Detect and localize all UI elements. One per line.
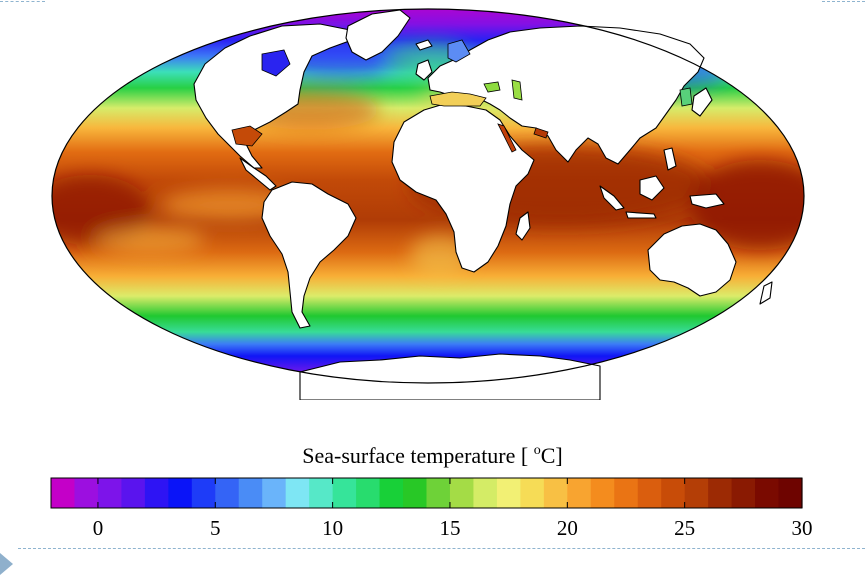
greenland-land	[345, 9, 411, 61]
colorbar-swatch	[403, 478, 428, 508]
globe-outline	[51, 8, 805, 384]
antarctica-land	[299, 353, 601, 400]
iceland-land	[415, 39, 433, 51]
hudson-bay	[261, 49, 291, 77]
colorbar-tick-label: 15	[439, 516, 460, 540]
colorbar-swatch	[520, 478, 545, 508]
colorbar-swatches	[51, 478, 803, 508]
colorbar-swatch	[356, 478, 381, 508]
colorbar-frame	[50, 477, 803, 509]
colorbar-swatch	[543, 478, 568, 508]
slide-border-bottom	[18, 548, 865, 549]
baltic-sea	[447, 39, 471, 63]
colorbar-tick-labels: 0 5 10 15 20 25 30	[93, 516, 813, 540]
colorbar-swatch	[473, 478, 498, 508]
colorbar-swatch	[496, 478, 521, 508]
colorbar-swatch	[637, 478, 662, 508]
colorbar: 0 5 10 15 20 25 30	[50, 477, 813, 540]
persian-gulf	[533, 127, 549, 139]
colorbar-swatch	[708, 478, 733, 508]
eurasia-land	[427, 25, 705, 165]
colorbar-swatch	[309, 478, 334, 508]
colorbar-swatch	[449, 478, 475, 508]
colorbar-ticks	[97, 478, 803, 508]
slide-border-top-right	[822, 1, 865, 2]
south-america-land	[261, 181, 357, 329]
play-arrow-icon[interactable]	[0, 553, 13, 575]
colorbar-swatch	[590, 478, 615, 508]
madagascar-land	[515, 211, 531, 241]
colorbar-swatch	[51, 478, 76, 508]
philippines-land	[663, 147, 677, 171]
black-sea	[483, 81, 501, 93]
colorbar-title: Sea-surface temperature [ oC]	[302, 443, 563, 468]
colorbar-swatch	[285, 478, 310, 508]
colorbar-swatch	[778, 478, 803, 508]
colorbar-swatch	[684, 478, 709, 508]
colorbar-swatch	[215, 478, 240, 508]
africa-land	[391, 103, 535, 273]
colorbar-swatch	[74, 478, 99, 508]
java-land	[625, 211, 657, 219]
borneo-land	[639, 175, 665, 201]
colorbar-swatch	[97, 478, 123, 508]
colorbar-swatch	[379, 478, 404, 508]
colorbar-swatch	[262, 478, 287, 508]
gulf-of-mexico	[231, 125, 263, 147]
new-zealand-land	[759, 281, 773, 305]
colorbar-swatch	[121, 478, 146, 508]
sea-of-japan	[679, 87, 693, 107]
central-america-land	[239, 157, 277, 191]
colorbar-swatch	[144, 478, 169, 508]
mediterranean-sea	[429, 91, 487, 107]
colorbar-swatch	[238, 478, 263, 508]
colorbar-swatch	[661, 478, 686, 508]
australia-land	[647, 223, 737, 297]
colorbar-swatch	[426, 478, 451, 508]
new-guinea-land	[689, 193, 725, 209]
caspian-sea	[511, 79, 523, 101]
colorbar-tick-label: 10	[322, 516, 343, 540]
slide-border-top-left	[0, 1, 45, 2]
colorbar-swatch	[191, 478, 216, 508]
colorbar-tick-label: 0	[93, 516, 104, 540]
colorbar-swatch	[332, 478, 357, 508]
colorbar-tick-label: 30	[792, 516, 813, 540]
colorbar-swatch	[731, 478, 756, 508]
colorbar-swatch	[755, 478, 780, 508]
sumatra-land	[599, 185, 625, 211]
british-isles-land	[415, 59, 433, 81]
inland-seas	[231, 39, 693, 153]
japan-land	[691, 87, 713, 117]
colorbar-tick-label: 5	[210, 516, 221, 540]
colorbar-tick-label: 25	[674, 516, 695, 540]
colorbar-swatch	[168, 478, 193, 508]
colorbar-swatch	[567, 478, 592, 508]
world-map	[51, 8, 805, 400]
red-sea	[497, 123, 517, 153]
colorbar-swatch	[614, 478, 639, 508]
colorbar-tick-label: 20	[557, 516, 578, 540]
